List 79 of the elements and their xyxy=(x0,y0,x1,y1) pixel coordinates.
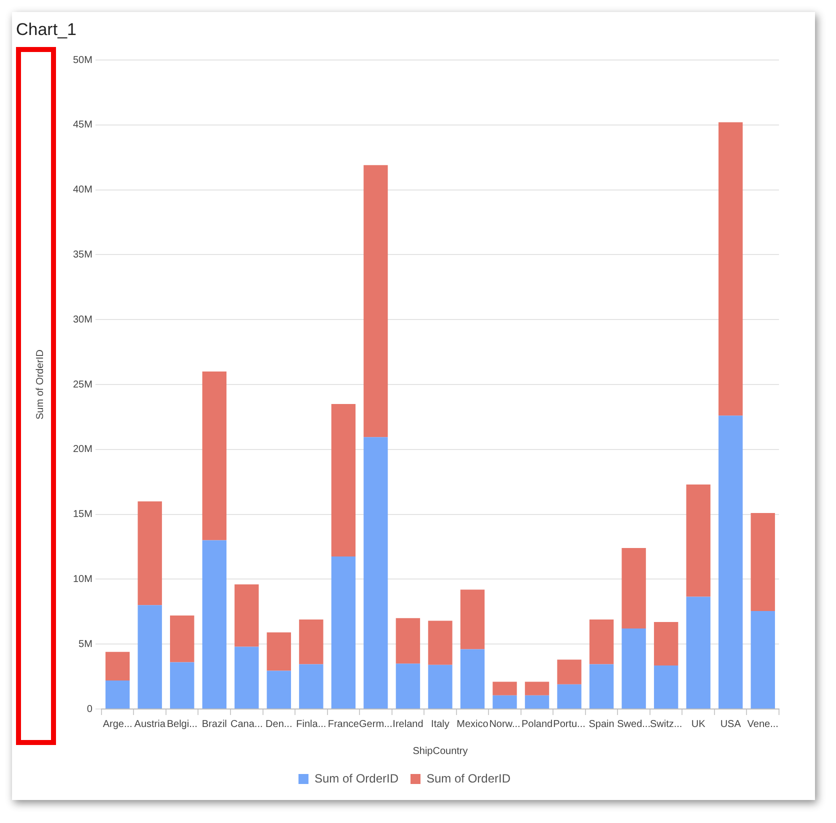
bar xyxy=(557,660,582,684)
bar xyxy=(331,404,356,556)
x-tick-label: Cana... xyxy=(230,718,263,730)
bar xyxy=(524,682,550,696)
x-tick-label: Swed... xyxy=(617,718,650,730)
x-tick-label: France xyxy=(328,718,360,730)
y-tick-label: 50M xyxy=(73,54,92,66)
bar xyxy=(622,548,646,629)
bar xyxy=(170,616,194,662)
x-tick-label: UK xyxy=(691,718,706,730)
x-tick-label: Poland xyxy=(521,718,553,730)
x-tick-label: Den... xyxy=(266,718,292,730)
bar xyxy=(396,664,420,708)
bar xyxy=(105,652,130,680)
bar xyxy=(750,513,775,611)
y-tick-label: 30M xyxy=(73,314,92,326)
bar xyxy=(492,682,517,696)
bar xyxy=(524,695,550,708)
y-axis-title: Sum of OrderID xyxy=(34,349,46,420)
bar xyxy=(364,165,388,438)
x-tick-label: USA xyxy=(720,718,742,730)
bar xyxy=(266,670,292,708)
y-tick-label: 0 xyxy=(86,704,93,715)
x-tick-label: Vene... xyxy=(747,718,778,730)
y-tick-label: 15M xyxy=(73,509,92,520)
bar xyxy=(266,632,292,671)
bar xyxy=(105,680,130,708)
y-tick-label: 40M xyxy=(73,184,92,196)
bar xyxy=(686,484,710,597)
y-tick-label: 45M xyxy=(73,120,92,131)
bar xyxy=(299,664,324,708)
y-tick-label: 5M xyxy=(78,638,92,650)
bar xyxy=(138,501,162,606)
bar xyxy=(654,666,678,708)
x-tick-label: Germ... xyxy=(359,718,392,730)
bar xyxy=(234,584,259,647)
legend-label: Sum of OrderID xyxy=(314,771,399,786)
x-tick-label: Finla... xyxy=(296,718,326,730)
x-tick-label: Ireland xyxy=(392,718,424,730)
x-tick-label: Belgi... xyxy=(166,718,198,730)
bar xyxy=(750,611,775,708)
x-tick-label: Arge... xyxy=(102,718,132,730)
bar xyxy=(589,664,614,708)
legend-label: Sum of OrderID xyxy=(426,771,511,786)
bar xyxy=(428,664,452,708)
bar xyxy=(234,646,259,708)
bar xyxy=(428,620,452,665)
bar xyxy=(460,649,485,708)
y-tick-label: 10M xyxy=(73,574,92,585)
bar xyxy=(622,628,646,708)
bar xyxy=(364,437,388,708)
x-tick-label: Spain xyxy=(588,718,614,730)
bar xyxy=(492,695,517,708)
bar xyxy=(170,662,194,708)
x-axis-title: ShipCountry xyxy=(412,746,468,757)
bar xyxy=(331,556,356,708)
chart-title: Chart_1 xyxy=(16,20,76,40)
bar xyxy=(654,622,678,666)
bar xyxy=(718,122,743,416)
x-tick-label: Brazil xyxy=(202,718,227,730)
bar xyxy=(202,540,226,708)
bar xyxy=(686,596,710,708)
x-tick-label: Norw... xyxy=(489,718,520,730)
bar xyxy=(202,372,226,540)
x-tick-label: Austria xyxy=(134,718,166,730)
bar xyxy=(460,590,485,650)
x-tick-label: Italy xyxy=(431,718,450,730)
x-tick-label: Portu... xyxy=(553,718,586,730)
bar xyxy=(396,618,420,664)
bar xyxy=(718,416,743,708)
x-tick-label: Mexico xyxy=(456,718,489,730)
bar xyxy=(557,684,582,708)
y-tick-label: 25M xyxy=(73,379,92,390)
y-tick-label: 20M xyxy=(73,444,92,456)
bar xyxy=(589,619,614,664)
y-tick-label: 35M xyxy=(73,249,92,260)
bar xyxy=(138,605,162,708)
bar xyxy=(299,619,324,664)
x-tick-label: Switz... xyxy=(650,718,682,730)
